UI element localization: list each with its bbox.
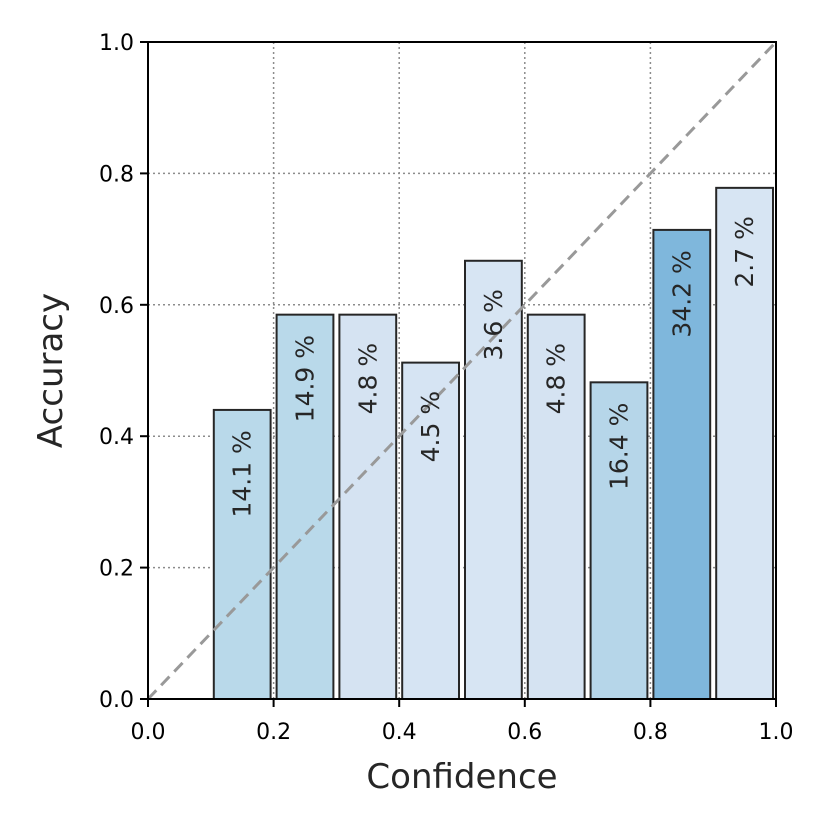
y-tick-label-3: 0.6 (99, 294, 134, 319)
y-tick-label-1: 0.2 (99, 557, 134, 582)
y-tick-label-2: 0.4 (99, 425, 134, 450)
x-tick-label-5: 1.0 (759, 720, 794, 745)
bar-label-6: 16.4 % (605, 403, 634, 490)
x-tick-label-0: 0.0 (131, 720, 166, 745)
x-axis-title: Confidence (366, 757, 557, 797)
bar-label-1: 14.9 % (291, 335, 320, 422)
x-tick-label-3: 0.6 (507, 720, 542, 745)
plot-frame (147, 41, 777, 700)
x-tick-label-1: 0.2 (256, 720, 291, 745)
x-tick-label-2: 0.4 (382, 720, 417, 745)
bar-label-5: 4.8 % (542, 343, 571, 414)
bar-label-7: 34.2 % (667, 250, 696, 337)
x-tick-label-4: 0.8 (633, 720, 668, 745)
bars (212, 186, 775, 700)
y-tick-label-4: 0.8 (99, 162, 134, 187)
bar-label-0: 14.1 % (228, 430, 257, 517)
bar-6 (589, 381, 649, 700)
y-tick-label-0: 0.0 (99, 688, 134, 713)
bar-label-8: 2.7 % (730, 216, 759, 287)
bar-label-3: 4.5 % (416, 391, 445, 462)
y-tick-label-5: 1.0 (99, 31, 134, 56)
bar-label-4: 3.6 % (479, 289, 508, 360)
bar-1 (275, 313, 335, 700)
bar-label-2: 4.8 % (353, 343, 382, 414)
bar-8 (715, 186, 775, 700)
y-axis-title: Accuracy (31, 293, 71, 448)
bar-7 (652, 228, 712, 700)
bar-0 (212, 408, 272, 700)
axis-ticks: 0.0 0.2 0.4 0.6 0.8 1.0 0.0 0.2 0.4 0.6 0.8 1.0 (99, 31, 794, 745)
bar-2 (338, 313, 398, 700)
bar-labels: 14.1 % 14.9 % 4.8 % 4.5 % 3.6 % 4.8 % 16.4 % 34… (228, 216, 759, 517)
